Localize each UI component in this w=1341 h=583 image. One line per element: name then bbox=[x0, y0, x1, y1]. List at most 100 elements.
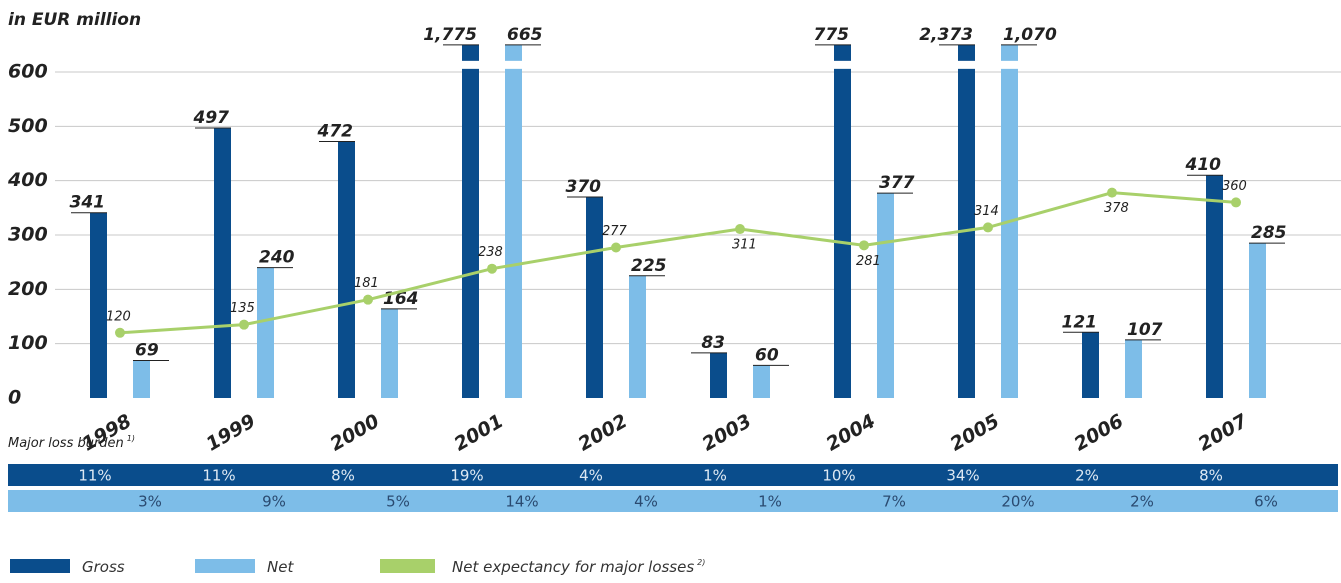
table-cell: 9% bbox=[262, 493, 286, 511]
value-label: 107 bbox=[1127, 320, 1163, 340]
line-label: 360 bbox=[1222, 179, 1247, 194]
bar bbox=[1125, 339, 1142, 398]
bar bbox=[257, 267, 274, 398]
legend-swatch bbox=[380, 559, 435, 573]
legend-text: Gross bbox=[82, 558, 125, 576]
table-cell: 5% bbox=[386, 493, 410, 511]
table-cell: 4% bbox=[579, 467, 603, 485]
line bbox=[119, 191, 1237, 335]
table-cell: 11% bbox=[202, 467, 235, 485]
bar bbox=[834, 44, 851, 398]
line-point bbox=[611, 242, 621, 253]
bar-break bbox=[833, 60, 852, 69]
value-label: 69 bbox=[135, 341, 159, 361]
table-cell: 3% bbox=[138, 493, 162, 511]
bar bbox=[586, 196, 603, 398]
line-label: 277 bbox=[602, 224, 628, 239]
value-label: 60 bbox=[755, 345, 779, 365]
y-tick-label: 0 bbox=[8, 387, 21, 409]
x-tick-label: 2001 bbox=[450, 410, 507, 455]
table-cell: 19% bbox=[450, 467, 483, 485]
value-label: 285 bbox=[1251, 223, 1287, 243]
value-label: 665 bbox=[507, 25, 543, 45]
bar bbox=[1206, 175, 1223, 398]
bar bbox=[90, 212, 107, 398]
line-label: 281 bbox=[856, 254, 881, 269]
table-cell: 10% bbox=[822, 467, 855, 485]
y-tick-label: 100 bbox=[8, 332, 48, 354]
bar bbox=[877, 193, 894, 398]
line-point bbox=[859, 240, 869, 251]
table-cell: 1% bbox=[703, 467, 727, 485]
line-label: 181 bbox=[354, 276, 379, 291]
table-cell: 20% bbox=[1001, 493, 1034, 511]
legend-swatch bbox=[195, 559, 255, 573]
line-point bbox=[239, 319, 249, 330]
line-point bbox=[735, 224, 745, 235]
footnote-mark: 1) bbox=[127, 434, 135, 443]
x-tick-label: 2000 bbox=[326, 410, 383, 455]
bar bbox=[958, 44, 975, 398]
x-tick-label: 2002 bbox=[574, 410, 631, 455]
y-tick-label: 400 bbox=[7, 169, 48, 191]
x-tick-label: 2003 bbox=[698, 410, 755, 455]
table-cell: 4% bbox=[634, 493, 658, 511]
table-cell: 2% bbox=[1075, 467, 1099, 485]
line-label: 135 bbox=[230, 301, 255, 316]
bar-break bbox=[504, 60, 523, 69]
y-tick-label: 500 bbox=[8, 115, 48, 137]
legend-label: Gross bbox=[82, 558, 125, 576]
table-cell: 8% bbox=[331, 467, 355, 485]
table-cell: 6% bbox=[1254, 493, 1278, 511]
bar bbox=[629, 275, 646, 398]
bar bbox=[505, 44, 522, 398]
value-label: 240 bbox=[259, 248, 295, 268]
y-tick-label: 200 bbox=[8, 278, 48, 300]
line-point bbox=[115, 327, 125, 338]
bar bbox=[214, 127, 231, 399]
line-label: 311 bbox=[732, 238, 757, 253]
table-cell: 7% bbox=[882, 493, 906, 511]
legend-label: Net expectancy for major losses 2) bbox=[452, 558, 705, 576]
value-label: 121 bbox=[1062, 312, 1098, 332]
table-cell: 2% bbox=[1130, 493, 1154, 511]
value-label: 1,775 bbox=[423, 25, 477, 45]
legend-label: Net bbox=[267, 558, 294, 576]
x-tick-label: 2006 bbox=[1070, 410, 1127, 455]
value-label: 410 bbox=[1185, 155, 1222, 175]
bar bbox=[381, 308, 398, 398]
table-row bbox=[8, 464, 1338, 486]
line-label: 378 bbox=[1104, 201, 1129, 216]
x-tick-label: 2005 bbox=[946, 410, 1003, 455]
table-row bbox=[8, 490, 1338, 512]
line-label: 314 bbox=[974, 204, 999, 219]
line-label: 238 bbox=[478, 245, 503, 260]
line-point bbox=[983, 222, 993, 233]
line-point bbox=[487, 263, 497, 274]
x-tick-label: 2004 bbox=[822, 410, 879, 455]
bar bbox=[338, 141, 355, 399]
bar-break bbox=[1000, 60, 1019, 69]
legend-text: Net bbox=[267, 558, 294, 576]
value-label: 377 bbox=[879, 173, 915, 193]
table-label-text: Major loss burden bbox=[8, 436, 124, 451]
value-label: 83 bbox=[701, 333, 725, 353]
line-label: 120 bbox=[106, 309, 131, 324]
bar bbox=[133, 360, 150, 398]
table-label: Major loss burden 1) bbox=[8, 434, 135, 451]
line-point bbox=[363, 294, 373, 305]
value-label: 497 bbox=[193, 108, 230, 128]
bar bbox=[710, 352, 727, 398]
table-cell: 34% bbox=[946, 467, 979, 485]
bar-break bbox=[461, 60, 480, 69]
value-label: 2,373 bbox=[919, 25, 973, 45]
value-label: 472 bbox=[317, 122, 354, 142]
value-label: 341 bbox=[70, 193, 106, 213]
value-label: 225 bbox=[631, 256, 667, 276]
table-cell: 1% bbox=[758, 493, 782, 511]
y-tick-label: 300 bbox=[8, 224, 48, 246]
bar bbox=[462, 44, 479, 398]
bar-break bbox=[957, 60, 976, 69]
line-point bbox=[1107, 187, 1117, 198]
